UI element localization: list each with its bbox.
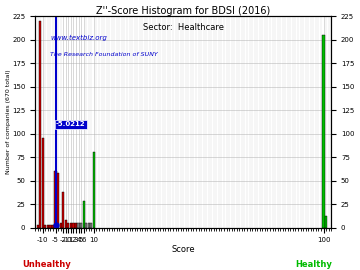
Title: Z''-Score Histogram for BDSI (2016): Z''-Score Histogram for BDSI (2016) — [96, 6, 270, 16]
Bar — [67, 223, 69, 228]
Bar — [77, 223, 80, 228]
Bar — [44, 225, 46, 228]
Bar — [325, 216, 327, 228]
Bar — [323, 35, 325, 228]
Bar — [93, 153, 95, 228]
Bar — [49, 225, 51, 228]
Bar — [75, 223, 77, 228]
Bar — [70, 223, 72, 228]
Bar — [85, 223, 87, 228]
Bar — [65, 220, 67, 228]
Bar — [88, 223, 90, 228]
Bar — [82, 201, 85, 228]
Bar — [80, 223, 82, 228]
Text: Unhealthy: Unhealthy — [22, 260, 71, 269]
Bar — [52, 225, 54, 228]
Bar — [54, 171, 57, 228]
Bar — [37, 225, 39, 228]
Text: www.textbiz.org: www.textbiz.org — [50, 35, 107, 40]
Bar — [90, 223, 93, 228]
Bar — [42, 138, 44, 228]
Text: Sector:  Healthcare: Sector: Healthcare — [143, 23, 224, 32]
Text: The Research Foundation of SUNY: The Research Foundation of SUNY — [50, 52, 158, 58]
Bar — [39, 21, 41, 228]
Text: Healthy: Healthy — [295, 260, 332, 269]
Bar — [47, 225, 49, 228]
X-axis label: Score: Score — [171, 245, 195, 254]
Y-axis label: Number of companies (670 total): Number of companies (670 total) — [5, 70, 10, 174]
Text: -5.0212: -5.0212 — [56, 121, 86, 127]
Bar — [62, 192, 64, 228]
Bar — [72, 223, 75, 228]
Bar — [60, 223, 62, 228]
Bar — [57, 173, 59, 228]
